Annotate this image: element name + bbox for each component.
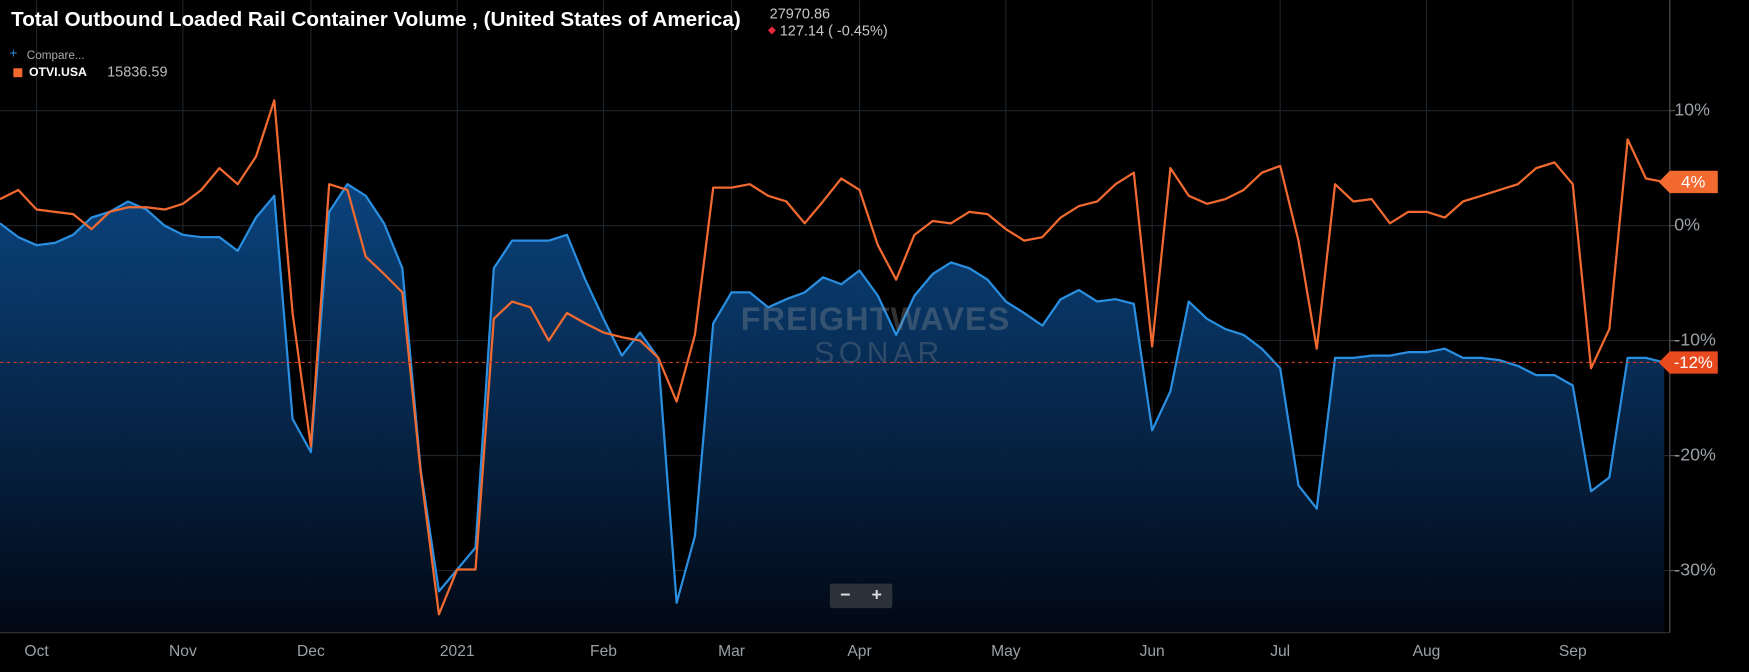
x-tick-label: Oct: [24, 643, 49, 660]
x-tick-label: Feb: [590, 643, 617, 660]
chart-title: Total Outbound Loaded Rail Container Vol…: [11, 8, 741, 31]
header-value: 27970.86: [770, 7, 830, 23]
legend-icon: +: [9, 45, 17, 60]
legend-entry[interactable]: OTVI.USA: [29, 65, 87, 79]
x-tick-label: Dec: [297, 643, 325, 660]
x-tick-label: Nov: [169, 643, 197, 660]
watermark: SONAR: [814, 337, 943, 370]
zoom-out-button[interactable]: −: [840, 585, 850, 605]
x-tick-label: Sep: [1559, 643, 1587, 660]
series-line: [0, 99, 1665, 616]
x-tick-label: Aug: [1413, 643, 1441, 660]
x-tick-label: Apr: [847, 643, 871, 660]
y-tick-label: 0%: [1674, 214, 1700, 234]
legend-swatch: [13, 68, 23, 78]
last-value-tag: [1658, 170, 1718, 194]
y-tick-label: -30%: [1674, 559, 1716, 579]
plot: [0, 99, 1665, 633]
y-tick-label: 10%: [1674, 99, 1710, 119]
y-tick-label: -20%: [1674, 444, 1716, 464]
header-change: 127.14 ( -0.45%): [780, 23, 888, 39]
zoom-in-button[interactable]: +: [872, 585, 882, 605]
series-line: [0, 183, 1665, 604]
last-value-tag: [1658, 351, 1718, 374]
x-tick-label: 2021: [440, 643, 475, 660]
x-tick-label: Jun: [1140, 643, 1165, 660]
x-tick-label: Mar: [718, 643, 745, 660]
last-value-label: -12%: [1674, 353, 1713, 372]
last-value-label: 4%: [1681, 172, 1705, 191]
x-tick-label: Jul: [1270, 643, 1290, 660]
x-tick-label: May: [991, 643, 1021, 660]
zoom-bar: [829, 583, 893, 609]
area-fill: [0, 184, 1665, 633]
down-icon: [767, 26, 776, 35]
legend-entry[interactable]: Compare...: [27, 49, 85, 62]
watermark: FREIGHTWAVES: [741, 301, 1011, 337]
legend-value: 15836.59: [107, 65, 167, 81]
y-tick-label: -10%: [1674, 329, 1716, 349]
